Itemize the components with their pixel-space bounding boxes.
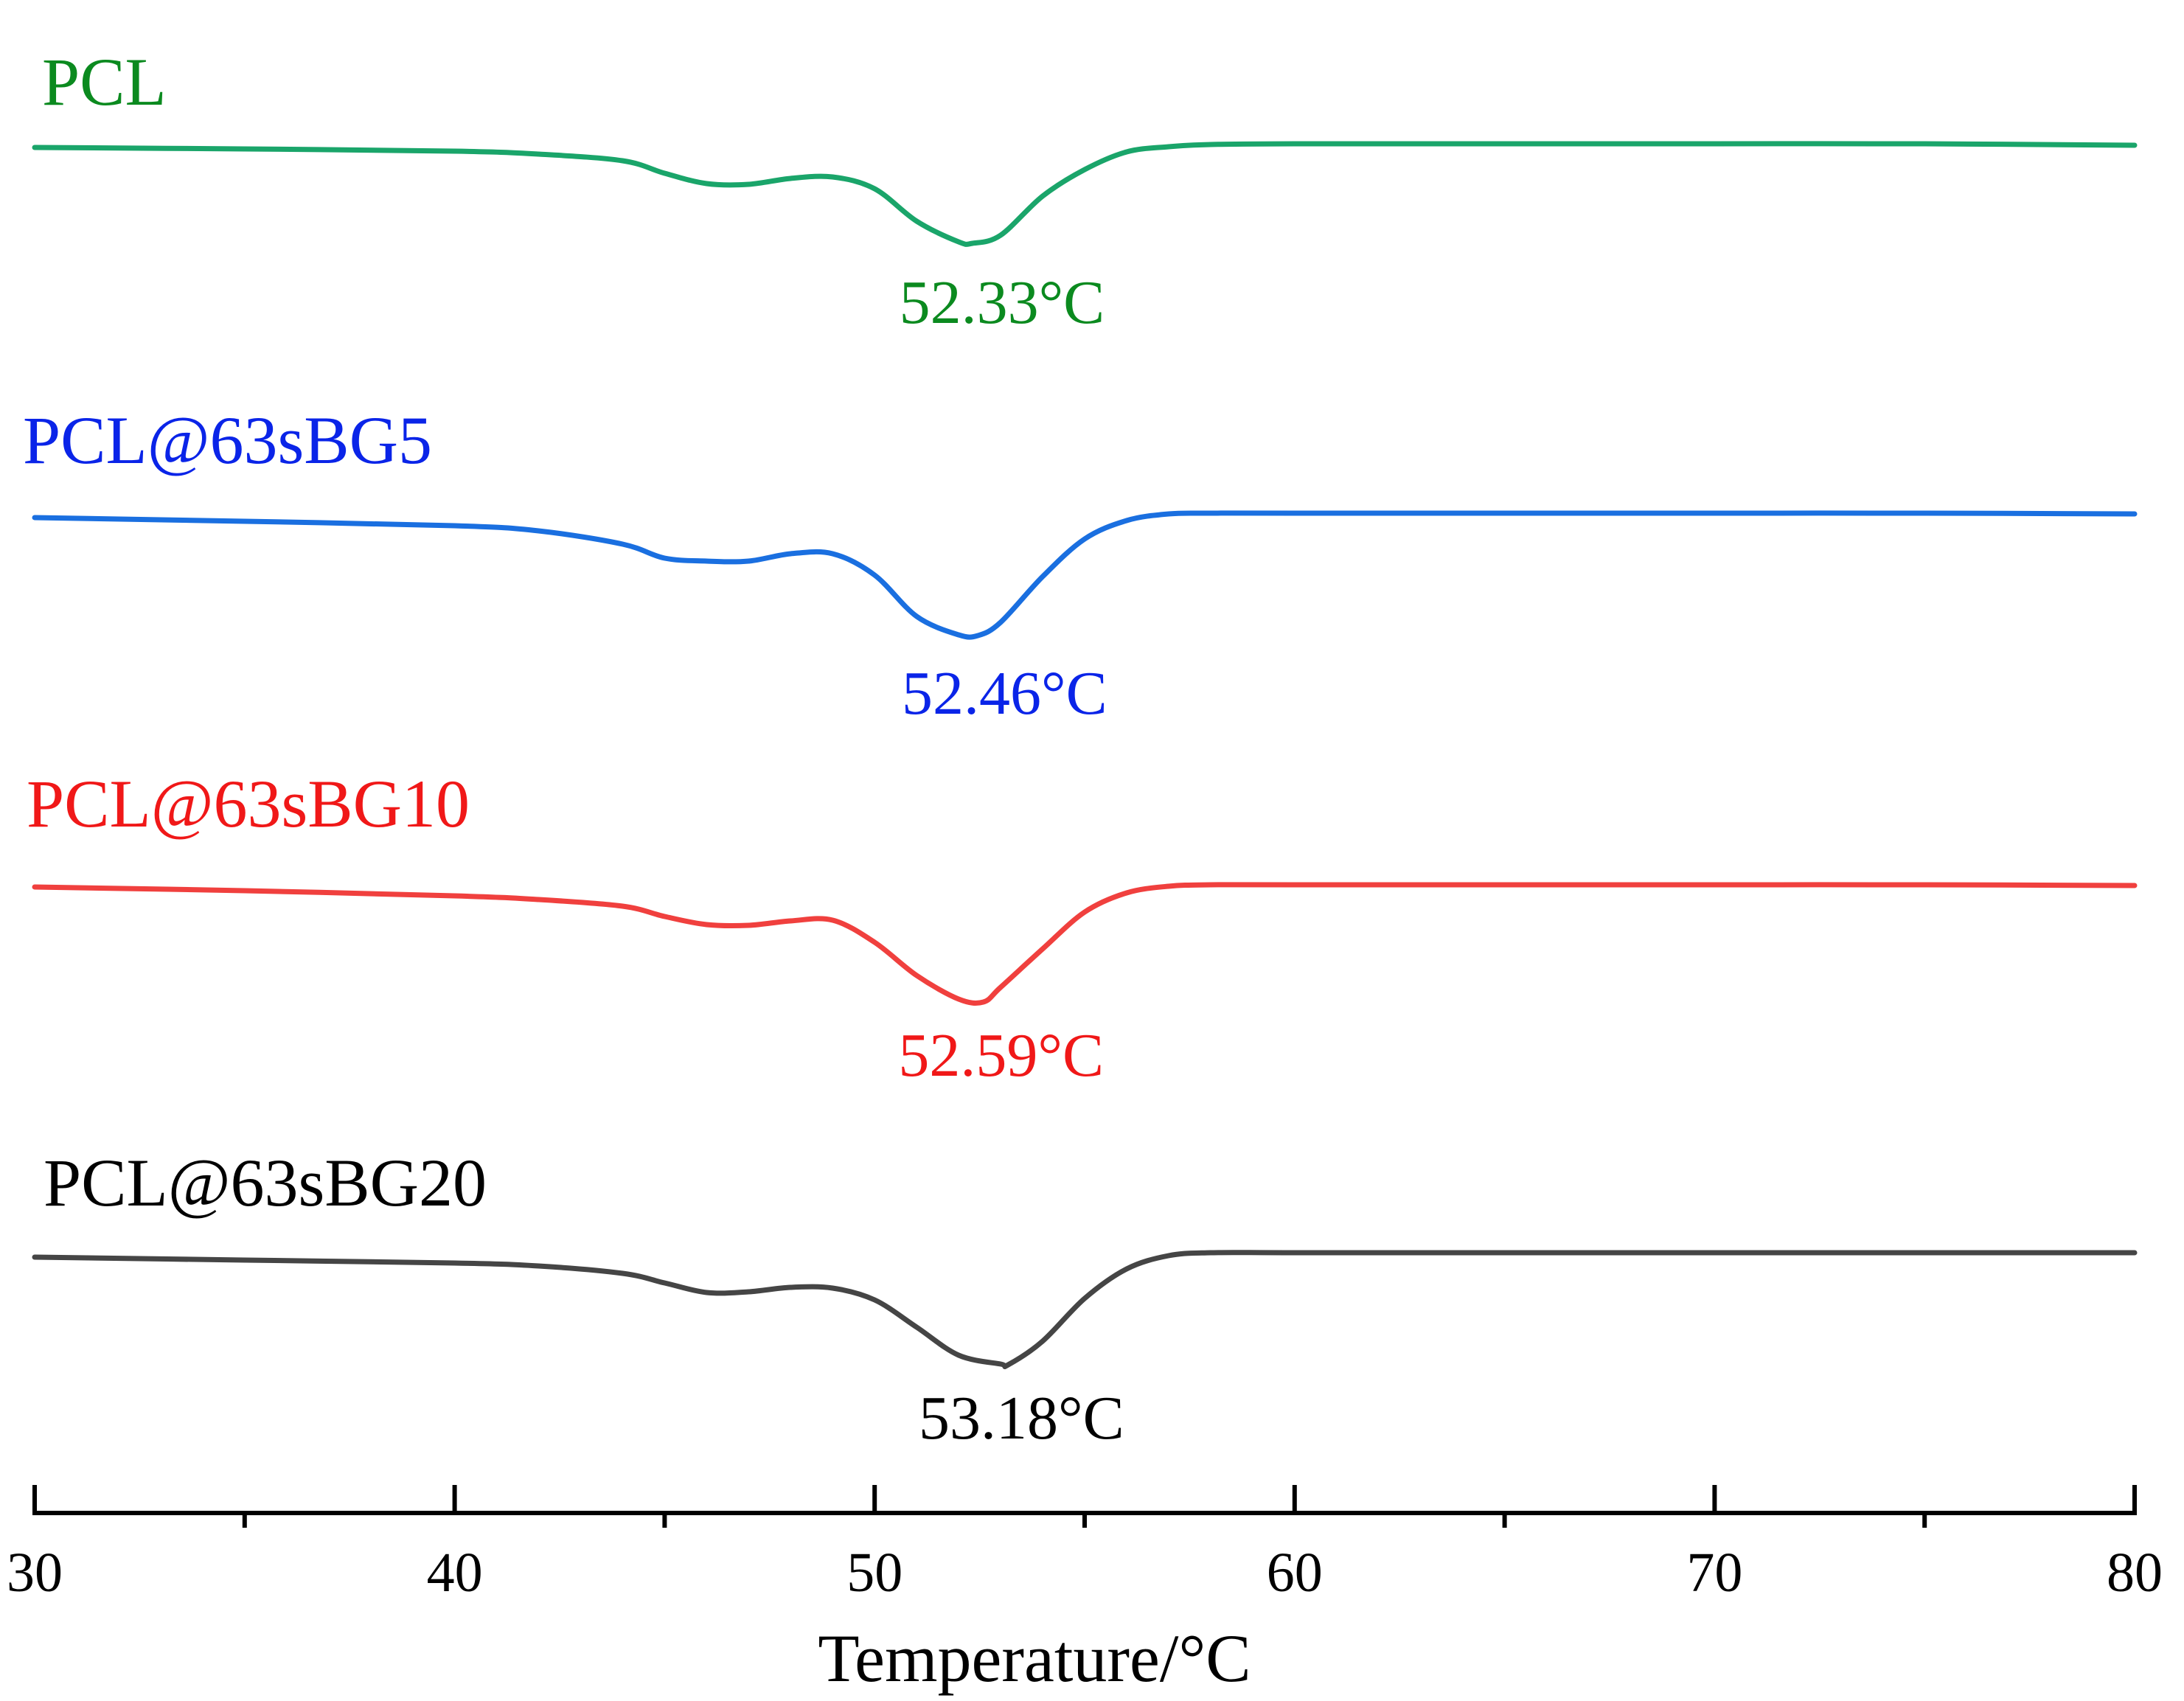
series-name-label: PCL@63sBG10	[27, 766, 470, 841]
x-tick-label: 40	[427, 1542, 483, 1604]
peak-temperature-label: 52.59°C	[898, 1021, 1104, 1090]
x-tick-label: 80	[2107, 1542, 2163, 1604]
x-axis: 30 40 50 60 70 80	[7, 1485, 2163, 1604]
labels-layer: PCL 52.33°C PCL@63sBG5 52.46°C PCL@63sBG10 52…	[23, 44, 1124, 1453]
x-tick-label: 50	[846, 1542, 903, 1604]
series-line-pcl-63sbg10	[32, 882, 2138, 1006]
series-name-label: PCL@63sBG20	[44, 1145, 487, 1220]
series-name-label: PCL@63sBG5	[23, 403, 432, 478]
peak-temperature-label: 52.46°C	[902, 659, 1107, 728]
x-tick-label: 60	[1267, 1542, 1323, 1604]
series-name-label: PCL	[42, 44, 167, 119]
series-line-pcl-63sbg5	[32, 510, 2138, 640]
x-axis-title: Temperature/°C	[818, 1621, 1251, 1696]
x-tick-label: 70	[1686, 1542, 1742, 1604]
series-line-pcl-63sbg20	[32, 1250, 2138, 1370]
peak-temperature-label: 53.18°C	[919, 1384, 1124, 1453]
series-line-pcl	[32, 141, 2138, 247]
curves-layer	[32, 141, 2138, 1370]
x-tick-label: 30	[7, 1542, 63, 1604]
peak-temperature-label: 52.33°C	[900, 268, 1105, 337]
